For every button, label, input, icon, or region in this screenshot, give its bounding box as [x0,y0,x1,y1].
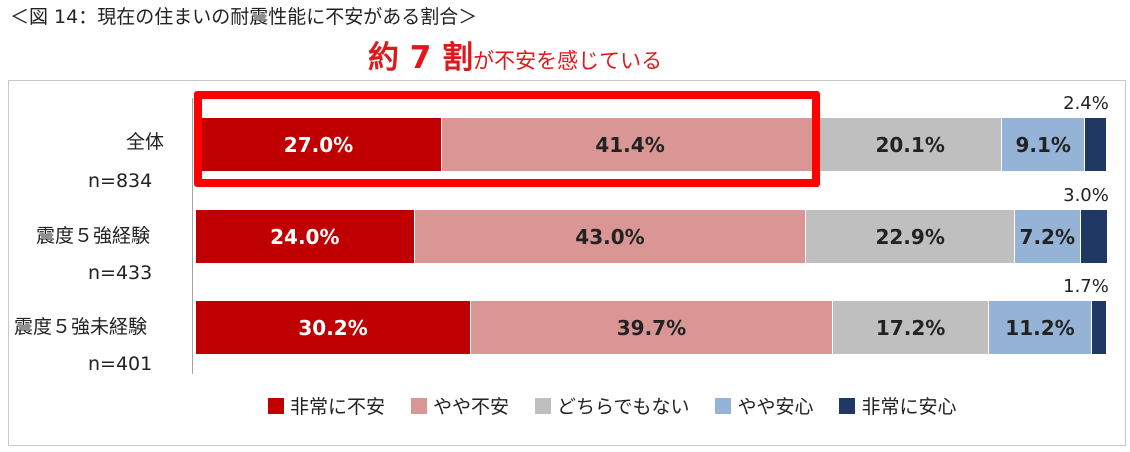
legend-item: やや不安 [411,392,509,419]
legend-swatch [268,397,284,414]
bar-segment: 24.0% [196,210,415,263]
legend-label: 非常に安心 [861,396,957,418]
data-label: 22.9% [875,224,945,249]
data-label: 11.2% [1005,315,1075,340]
legend-label: 非常に不安 [290,396,386,418]
data-label: 7.2% [1019,224,1075,249]
data-label: 3.0% [1063,185,1109,206]
sample-size-label: n=401 [88,353,153,375]
bar-segment [1085,118,1107,171]
headline-emphasis: 約 7 割 [368,40,474,76]
sample-size-label: n=433 [88,262,153,284]
legend-item: 非常に安心 [839,392,957,419]
data-label: 43.0% [575,224,645,249]
data-label: 17.2% [875,315,946,340]
highlight-box [194,91,820,187]
legend-swatch [715,397,732,414]
bar-segment [1091,301,1107,354]
headline: 約 7 割が不安を感じている [368,32,662,77]
legend-label: やや不安 [433,396,510,418]
figure-title: ＜図 14：現在の住まいの耐震性能に不安がある割合＞ [10,6,478,28]
bar-segment [1080,210,1108,263]
legend-label: やや安心 [737,396,814,418]
data-label: 41.4% [595,132,665,157]
legend-swatch [839,397,856,414]
bar-segment: 43.0% [414,210,807,263]
bar-segment: 27.0% [196,118,442,171]
legend-label: どちらでもない [557,396,690,418]
bar-row: 30.2% 39.7% 17.2% 11.2% [196,301,1107,354]
sample-size-label: n=834 [88,170,153,192]
category-label: 震度５強未経験 [14,316,148,338]
bar-segment: 41.4% [441,118,820,171]
bar-segment: 39.7% [471,301,833,354]
chart-legend: 非常に不安 やや不安 どちらでもない やや安心 非常に安心 [268,392,983,419]
data-label: 30.2% [298,315,368,340]
data-label: 20.1% [875,132,945,157]
data-label: 27.0% [283,132,354,157]
headline-text: が不安を感じている [473,49,663,73]
bar-segment: 30.2% [196,301,472,354]
category-axis-line [192,98,193,374]
bar-segment: 22.9% [806,210,1015,263]
bar-segment: 7.2% [1014,210,1081,263]
legend-item: 非常に不安 [268,392,385,419]
bar-row: 24.0% 43.0% 22.9% 7.2% [196,210,1108,263]
bar-segment: 11.2% [989,301,1092,354]
bar-segment: 20.1% [819,118,1003,171]
legend-swatch [411,397,428,414]
category-label: 全体 [126,131,165,153]
data-label: 39.7% [616,315,687,340]
data-label: 24.0% [270,224,340,249]
data-label: 9.1% [1015,132,1071,157]
chart-frame [8,80,1126,446]
data-label: 2.4% [1063,93,1109,114]
bar-segment: 9.1% [1002,118,1086,171]
bar-segment: 17.2% [832,301,990,354]
legend-item: やや安心 [715,392,813,419]
bar-row: 27.0% 41.4% 20.1% 9.1% [196,118,1107,171]
category-label: 震度５強経験 [36,225,151,247]
legend-item: どちらでもない [535,392,689,419]
legend-swatch [535,397,552,414]
data-label: 1.7% [1063,276,1109,297]
